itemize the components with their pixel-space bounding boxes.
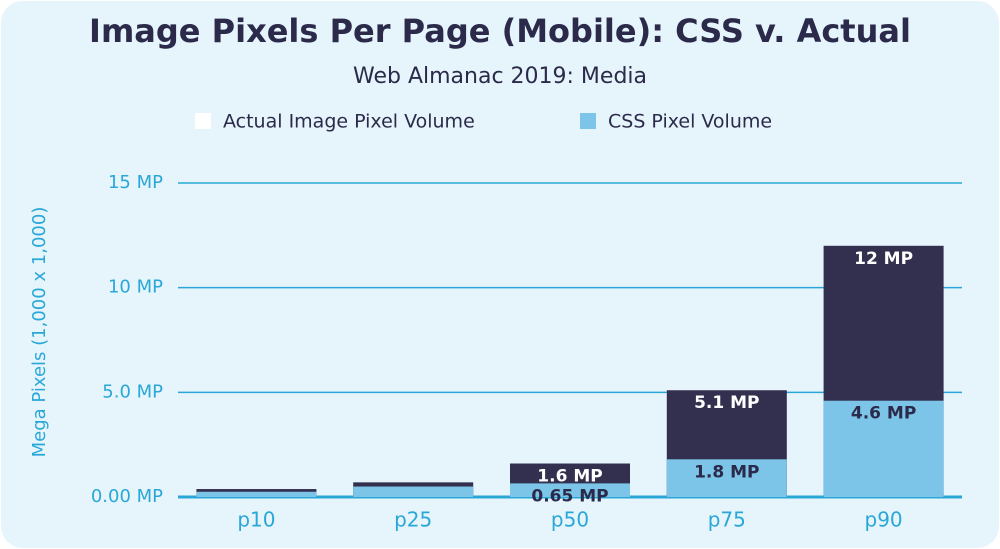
data-label: 1.8 MP [694, 462, 759, 482]
x-tick-label: p50 [551, 508, 589, 532]
x-tick-label: p90 [865, 508, 903, 532]
legend-label: Actual Image Pixel Volume [223, 111, 475, 133]
data-label: 12 MP [854, 249, 913, 269]
bar [510, 483, 630, 497]
x-tick-label: p10 [237, 508, 275, 532]
bar [196, 491, 317, 497]
chart-title: Image Pixels Per Page (Mobile): CSS v. A… [89, 12, 911, 50]
data-label: 1.6 MP [537, 467, 602, 487]
data-label: 5.1 MP [694, 393, 759, 413]
legend-swatch [195, 113, 211, 129]
x-tick-label: p25 [394, 508, 432, 532]
legend-swatch [580, 113, 596, 129]
bar [353, 486, 474, 497]
data-label: 4.6 MP [851, 404, 916, 424]
bar [666, 459, 787, 497]
y-axis-label: Mega Pixels (1,000 x 1,000) [29, 207, 50, 458]
y-tick-label: 0.00 MP [91, 486, 163, 507]
y-tick-label: 15 MP [108, 172, 163, 193]
legend-label: CSS Pixel Volume [608, 111, 772, 133]
chart-subtitle: Web Almanac 2019: Media [353, 64, 647, 89]
bar [823, 400, 944, 497]
y-tick-label: 5.0 MP [102, 381, 163, 402]
data-label: 0.65 MP [531, 486, 608, 506]
y-tick-label: 10 MP [108, 277, 163, 298]
x-tick-label: p75 [708, 508, 746, 532]
